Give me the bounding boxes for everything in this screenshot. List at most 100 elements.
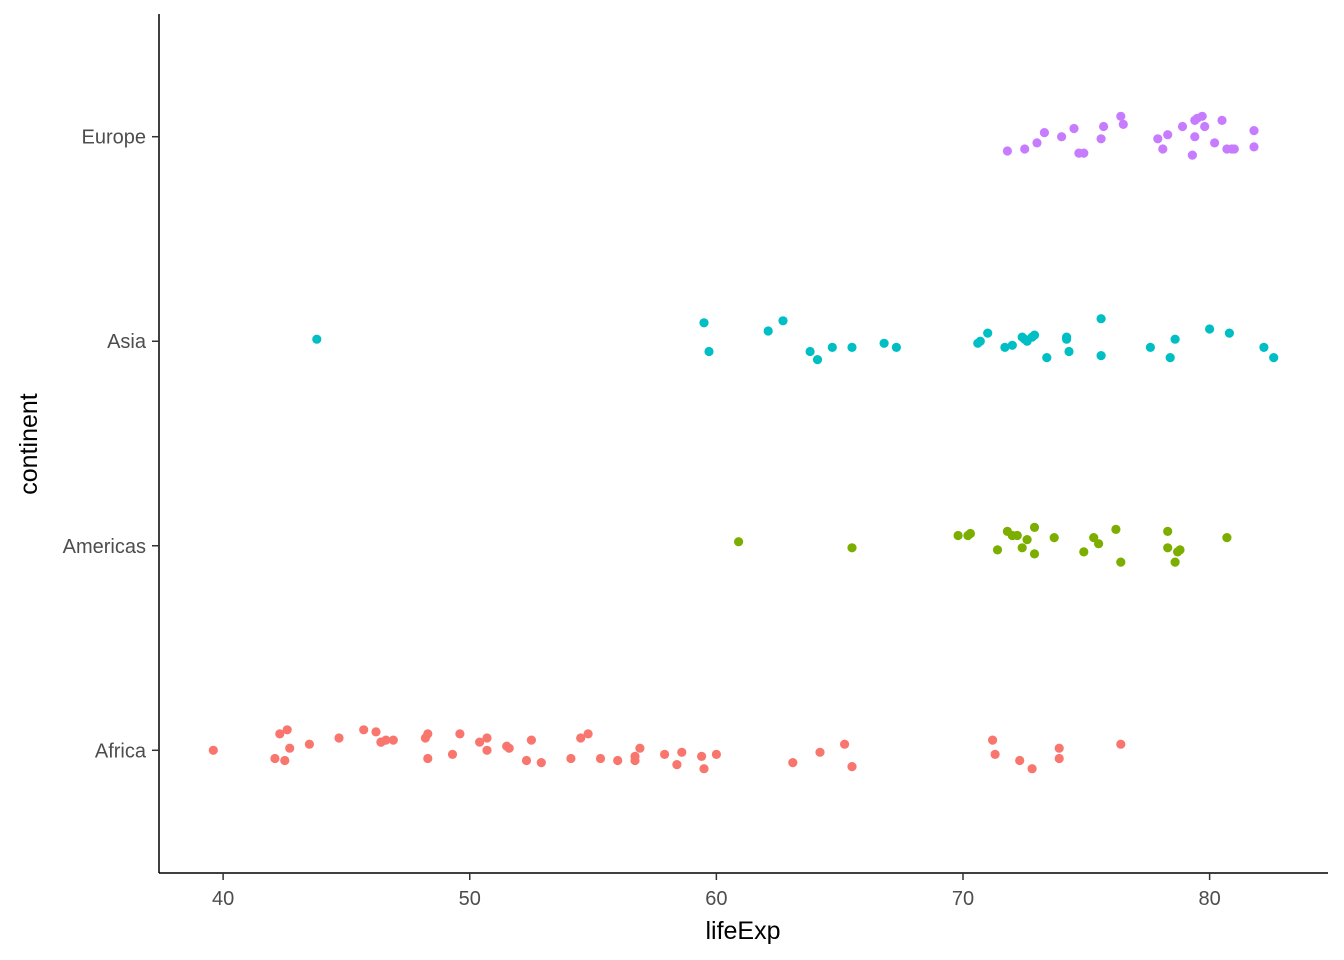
data-point-africa [334,733,344,743]
data-point-asia [1064,346,1074,357]
data-point-asia [1165,353,1175,363]
data-point-americas [1116,557,1126,567]
data-point-europe [1118,119,1128,129]
data-point-africa [371,727,381,737]
data-point-africa [990,749,1000,760]
data-point-europe [1197,111,1207,121]
y-tick-label-asia: Asia [107,331,147,353]
data-point-europe [1057,132,1067,142]
data-point-americas [1029,522,1040,533]
data-point-asia [891,342,902,352]
data-point-africa [566,753,576,764]
data-point-europe [1158,144,1168,154]
data-point-europe [1020,144,1030,154]
data-point-americas [1175,545,1185,555]
data-point-asia [1205,324,1215,334]
data-point-africa [988,735,998,745]
data-point-africa [1116,739,1126,749]
data-point-asia [1096,351,1106,361]
data-point-asia [847,342,857,352]
data-point-americas [1022,535,1032,545]
data-point-asia [704,346,714,357]
data-point-africa [482,745,492,755]
data-point-asia [983,328,993,338]
data-point-europe [1190,132,1200,142]
y-tick-label-africa: Africa [95,740,147,762]
data-point-asia [1145,342,1155,352]
data-point-americas [1163,543,1173,553]
data-points [208,111,1279,774]
data-point-africa [455,729,465,739]
data-point-africa [304,739,314,749]
data-point-africa [1015,755,1025,766]
data-point-africa [282,725,292,735]
data-point-asia [1029,330,1040,340]
data-point-asia [805,346,815,357]
data-point-americas [1094,539,1104,549]
data-point-africa [526,735,537,745]
data-point-americas [734,537,744,547]
data-point-americas [953,530,963,541]
axes [158,14,1328,874]
data-point-africa [1054,753,1064,764]
data-point-europe [1039,128,1049,138]
data-point-asia [1259,342,1269,352]
data-point-americas [1222,533,1232,543]
y-tick-label-europe: Europe [82,127,147,149]
data-point-europe [1200,121,1210,132]
data-point-asia [778,316,788,326]
data-point-europe [1187,150,1197,160]
data-point-africa [699,764,709,774]
data-point-europe [1002,146,1013,156]
data-point-africa [285,743,295,753]
x-axis-ticks: 40 50 60 70 80 [212,873,1221,910]
data-point-africa [1054,743,1064,753]
data-point-africa [840,739,850,749]
x-tick-label: 50 [459,888,481,910]
data-point-africa [788,758,798,768]
data-point-asia [1007,340,1017,350]
data-point-europe [1069,123,1079,134]
data-point-africa [536,758,546,768]
y-axis-title: continent [15,393,43,495]
data-point-europe [1229,144,1239,154]
data-point-africa [482,733,492,743]
data-point-africa [576,733,586,743]
data-point-africa [388,735,398,745]
y-tick-label-americas: Americas [63,536,146,558]
data-point-europe [1163,130,1173,140]
data-point-asia [1096,314,1106,324]
data-point-europe [1096,134,1106,144]
data-point-americas [1089,533,1099,543]
data-point-asia [1062,334,1072,344]
data-point-asia [1000,342,1010,352]
data-point-africa [1027,764,1037,774]
data-point-asia [1269,353,1279,363]
data-point-americas [965,528,976,539]
x-tick-label: 70 [952,888,974,910]
data-point-africa [677,747,687,757]
data-point-americas [992,545,1003,555]
data-point-asia [1224,328,1234,338]
data-point-asia [312,334,322,344]
data-point-americas [1017,543,1027,553]
data-point-americas [847,543,857,553]
data-point-africa [613,755,623,766]
data-point-asia [699,318,709,328]
data-point-africa [595,753,606,764]
data-point-africa [270,753,280,764]
data-point-africa [275,729,285,739]
x-axis-title: lifeExp [705,917,780,945]
data-point-asia [1042,353,1052,363]
data-point-africa [475,737,485,747]
data-point-asia [812,355,823,365]
data-point-africa [423,753,433,764]
data-point-asia [763,326,773,336]
data-point-europe [1099,121,1109,132]
data-point-americas [1079,547,1089,557]
data-point-africa [815,747,825,757]
data-point-europe [1217,115,1227,125]
data-point-africa [381,735,391,745]
data-point-africa [423,729,433,739]
